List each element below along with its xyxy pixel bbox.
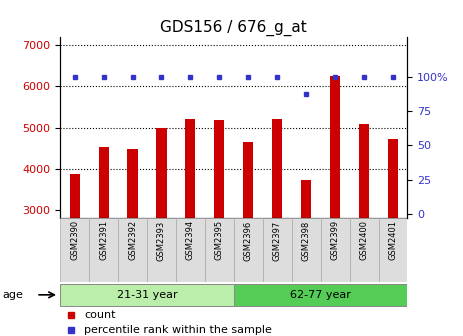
Bar <box>60 218 89 282</box>
Text: GSM2392: GSM2392 <box>128 220 137 260</box>
Text: GSM2390: GSM2390 <box>70 220 79 260</box>
Bar <box>185 119 195 218</box>
Title: GDS156 / 676_g_at: GDS156 / 676_g_at <box>161 19 307 36</box>
Text: GSM2397: GSM2397 <box>273 220 282 260</box>
Text: GSM2400: GSM2400 <box>360 220 369 260</box>
Bar <box>89 218 118 282</box>
Bar <box>147 218 176 282</box>
Bar <box>156 128 167 218</box>
Text: GSM2394: GSM2394 <box>186 220 195 260</box>
Text: GSM2395: GSM2395 <box>215 220 224 260</box>
Bar <box>243 142 253 218</box>
Text: age: age <box>2 290 23 300</box>
Text: GSM2391: GSM2391 <box>99 220 108 260</box>
Bar <box>379 218 407 282</box>
Text: GSM2396: GSM2396 <box>244 220 253 260</box>
Bar <box>127 149 138 218</box>
Bar <box>301 180 311 218</box>
Bar <box>214 120 225 218</box>
Bar <box>320 218 350 282</box>
Bar <box>272 119 282 218</box>
Bar <box>118 218 147 282</box>
Bar <box>350 218 379 282</box>
Bar <box>330 76 340 218</box>
Bar <box>60 284 234 306</box>
Bar <box>359 124 369 218</box>
Text: GSM2398: GSM2398 <box>302 220 311 260</box>
Bar <box>292 218 320 282</box>
Bar <box>234 218 263 282</box>
Bar <box>263 218 292 282</box>
Bar <box>69 174 80 218</box>
Text: 62-77 year: 62-77 year <box>290 290 351 300</box>
Bar <box>234 284 407 306</box>
Text: 21-31 year: 21-31 year <box>117 290 177 300</box>
Bar <box>99 148 109 218</box>
Text: GSM2399: GSM2399 <box>331 220 339 260</box>
Text: percentile rank within the sample: percentile rank within the sample <box>85 325 272 335</box>
Text: count: count <box>85 310 116 321</box>
Bar <box>205 218 234 282</box>
Text: GSM2401: GSM2401 <box>388 220 397 260</box>
Text: GSM2393: GSM2393 <box>157 220 166 260</box>
Bar <box>388 139 398 218</box>
Bar <box>176 218 205 282</box>
